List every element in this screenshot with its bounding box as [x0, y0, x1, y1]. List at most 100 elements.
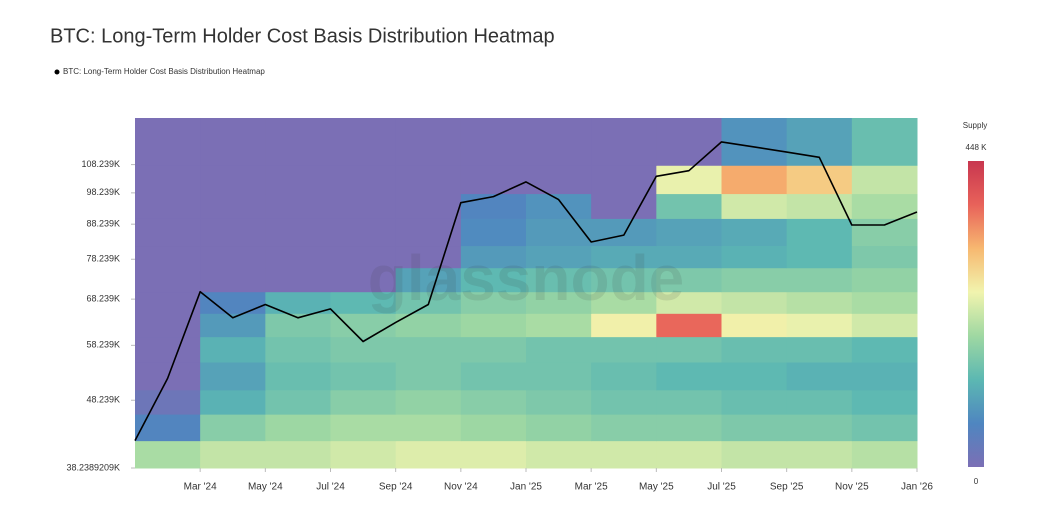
heatmap-cell: [591, 414, 657, 442]
y-tick-label: 108.239K: [81, 159, 120, 169]
chart-title: BTC: Long-Term Holder Cost Basis Distrib…: [50, 25, 555, 47]
price-line: [134, 141, 918, 441]
heatmap-cell: [460, 267, 527, 293]
heatmap-cell: [851, 291, 918, 314]
heatmap-cell: [526, 291, 592, 314]
heatmap-cell: [395, 193, 462, 219]
heatmap-cell: [526, 414, 592, 442]
heatmap-cell: [656, 291, 722, 314]
heatmap-cell: [591, 291, 657, 314]
heatmap-cell: [656, 118, 722, 166]
heatmap-cell: [851, 165, 918, 195]
heatmap-cell: [330, 389, 397, 415]
legend-marker: [54, 69, 60, 75]
heatmap-cell: [135, 414, 201, 442]
heatmap-cell: [591, 218, 657, 247]
heatmap-cell: [395, 389, 462, 415]
heatmap-cell: [526, 193, 592, 219]
heatmap-cell: [851, 336, 918, 363]
heatmap-cell: [330, 440, 397, 469]
heatmap-cell: [591, 389, 657, 415]
heatmap-cell: [135, 218, 201, 247]
x-tick-label: May '25: [639, 482, 674, 493]
heatmap-cell: [330, 313, 397, 338]
y-tick-label: 38.2389209K: [66, 462, 120, 472]
heatmap-cell: [786, 313, 853, 338]
heatmap-cell: [200, 440, 266, 469]
heatmap: [135, 118, 918, 469]
heatmap-cell: [395, 118, 462, 166]
heatmap-cell: [265, 313, 331, 338]
heatmap-cell: [786, 193, 853, 219]
heatmap-cell: [330, 245, 397, 269]
heatmap-cell: [526, 267, 592, 293]
heatmap-cell: [526, 336, 592, 363]
heatmap-cell: [395, 313, 462, 338]
legend-label: BTC: Long-Term Holder Cost Basis Distrib…: [63, 67, 265, 76]
heatmap-cell: [851, 118, 918, 166]
heatmap-cell: [591, 440, 657, 469]
heatmap-cell: [656, 440, 722, 469]
heatmap-cell: [395, 336, 462, 363]
y-tick-label: 68.239K: [86, 293, 120, 303]
heatmap-cell: [851, 440, 918, 469]
watermark: glassnode: [368, 242, 685, 314]
heatmap-cell: [200, 267, 266, 293]
heatmap-cell: [721, 389, 788, 415]
heatmap-cell: [721, 267, 788, 293]
x-tick-label: Jul '24: [316, 482, 345, 493]
heatmap-cell: [851, 218, 918, 247]
heatmap-cell: [330, 291, 397, 314]
heatmap-cell: [265, 291, 331, 314]
heatmap-cell: [851, 245, 918, 269]
heatmap-cell: [265, 414, 331, 442]
heatmap-cell: [656, 362, 722, 391]
heatmap-cell: [395, 267, 462, 293]
heatmap-cell: [851, 193, 918, 219]
colorbar-tick-label: 0: [974, 477, 979, 486]
heatmap-cell: [721, 336, 788, 363]
heatmap-cell: [591, 362, 657, 391]
heatmap-cell: [265, 193, 331, 219]
heatmap-cell: [330, 267, 397, 293]
heatmap-cell: [265, 245, 331, 269]
heatmap-cell: [135, 267, 201, 293]
heatmap-cell: [460, 118, 527, 166]
heatmap-cell: [591, 336, 657, 363]
heatmap-cell: [265, 267, 331, 293]
x-tick-label: Sep '24: [379, 482, 413, 493]
heatmap-cell: [200, 118, 266, 166]
heatmap-cell: [656, 267, 722, 293]
heatmap-cell: [721, 165, 788, 195]
y-tick-label: 48.239K: [86, 395, 120, 405]
heatmap-cell: [330, 193, 397, 219]
heatmap-cell: [395, 440, 462, 469]
heatmap-cell: [656, 336, 722, 363]
heatmap-cell: [330, 414, 397, 442]
heatmap-cell: [200, 218, 266, 247]
heatmap-cell: [135, 245, 201, 269]
heatmap-cell: [591, 245, 657, 269]
heatmap-cell: [460, 336, 527, 363]
heatmap-cell: [460, 193, 527, 219]
heatmap-cell: [786, 165, 853, 195]
heatmap-cell: [265, 440, 331, 469]
x-tick-label: Sep '25: [770, 482, 804, 493]
heatmap-cell: [200, 414, 266, 442]
heatmap-cell: [135, 193, 201, 219]
heatmap-cell: [526, 313, 592, 338]
y-tick-label: 78.239K: [86, 254, 120, 264]
heatmap-cell: [721, 193, 788, 219]
heatmap-cell: [526, 440, 592, 469]
heatmap-cell: [526, 218, 592, 247]
heatmap-cell: [786, 362, 853, 391]
heatmap-cell: [135, 118, 201, 166]
heatmap-cell: [851, 414, 918, 442]
heatmap-cell: [265, 165, 331, 195]
heatmap-cell: [851, 313, 918, 338]
heatmap-cell: [330, 218, 397, 247]
heatmap-cell: [721, 218, 788, 247]
heatmap-cell: [851, 362, 918, 391]
colorbar: [968, 161, 984, 467]
